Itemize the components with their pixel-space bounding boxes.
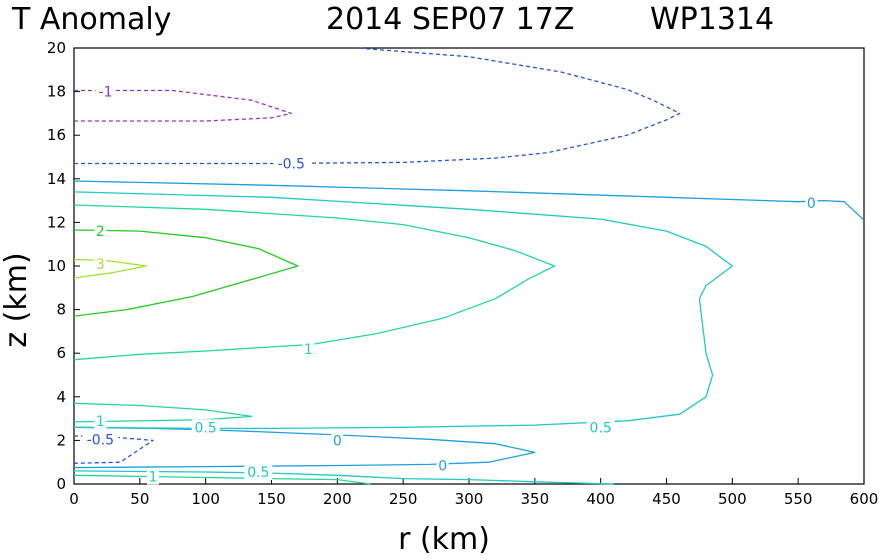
x-tick-label: 500 [718,490,747,508]
x-tick-label: 250 [389,490,418,508]
y-tick-label: 14 [47,170,66,188]
contour-label-bg [94,412,107,429]
contour-label: -1 [99,85,113,101]
y-tick-label: 16 [47,126,66,144]
chart-title-storm: WP1314 [650,2,774,37]
plot-frame [73,47,865,485]
chart-title-field: T Anomaly [11,2,171,37]
x-tick-label: 450 [652,490,681,508]
x-tick-label: 100 [191,490,220,508]
x-tick-label: 50 [130,490,149,508]
x-tick-label: 400 [586,490,615,508]
y-tick-label: 18 [47,83,66,101]
contour-line [73,402,253,423]
contour-label-bg [94,255,107,272]
contour-line [73,470,614,485]
contour-label: -0.5 [278,157,305,173]
contour-line [73,229,299,317]
contour-label: 0 [333,433,342,449]
contour-label-bg [95,83,116,100]
contour-label-bg [586,419,615,436]
x-tick-label: 200 [323,490,352,508]
contour-label: 2 [96,224,105,240]
y-tick-label: 12 [47,213,66,231]
contour-line [73,191,733,430]
contour-label: 1 [96,414,105,430]
x-axis-label: r (km) [398,522,490,557]
contour-label-bg [191,419,220,436]
contour-label-bg [273,155,310,172]
contour-line [73,474,371,485]
contour-label: 0.5 [247,465,269,481]
chart-title-date: 2014 SEP07 17Z [326,2,574,37]
y-tick-label: 6 [56,344,66,362]
y-axis-label: z (km) [0,252,34,347]
y-tick-label: 8 [56,301,66,319]
x-tick-label: 0 [69,490,79,508]
contour-label: 1 [304,342,313,358]
contour-label-bg [244,464,273,481]
contour-line [74,89,292,122]
y-tick-label: 4 [56,388,66,406]
contour-label-bg [147,468,159,485]
x-axis: 0 50 100 150 200 250 300 350 400 450 500 550 600 [69,478,878,508]
contour-label: 1 [149,469,158,485]
y-tick-label: 10 [47,257,66,275]
x-tick-label: 150 [257,490,286,508]
contour-label-bg [805,194,818,211]
x-tick-label: 300 [455,490,484,508]
contour-line [73,180,865,221]
contour-label-bg [331,432,344,449]
y-axis: 0 2 4 6 8 10 12 14 16 18 20 [47,39,80,493]
x-tick-label: 550 [784,490,813,508]
x-tick-label: 600 [850,490,879,508]
contour-lines [73,47,865,485]
y-tick-label: 2 [56,431,66,449]
contour-label: -0.5 [87,432,114,448]
contour-label-bg [302,340,315,357]
y-tick-label: 20 [47,39,66,57]
contour-label: 0 [438,458,447,474]
y-tick-label: 0 [56,475,66,493]
contour-line [73,258,148,279]
contour-label-bg [436,457,449,474]
contour-labels: -1 -0.5 -0.5 0 0 0 0.5 0.5 0.5 1 1 1 2 3 [82,83,818,485]
contour-label-bg [94,223,107,240]
contour-label: 0.5 [590,420,612,436]
contour-line [74,47,681,165]
contour-label-bg [82,431,119,448]
contour-label: 0 [807,196,816,212]
contour-label: 0.5 [195,420,217,436]
contour-line [73,204,556,361]
contour-label: 3 [96,257,105,273]
x-tick-label: 350 [521,490,550,508]
